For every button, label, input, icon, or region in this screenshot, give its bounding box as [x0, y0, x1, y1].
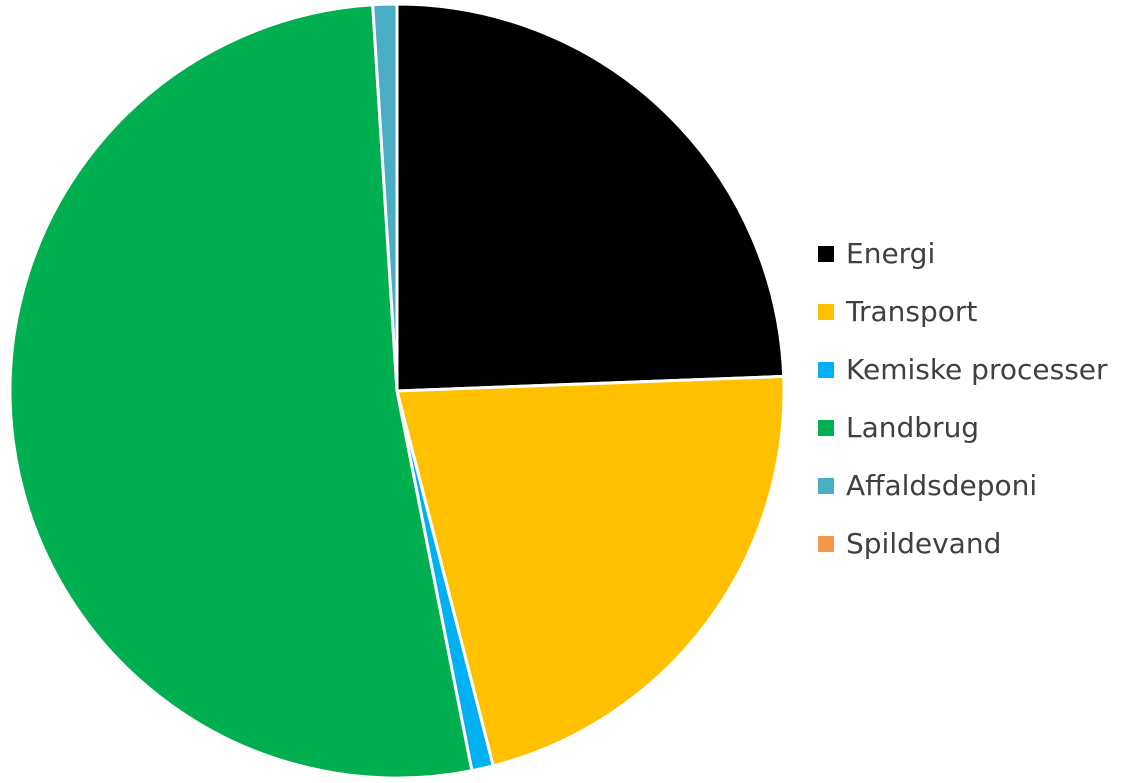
- legend-swatch-landbrug: [818, 420, 834, 436]
- legend-label-landbrug: Landbrug: [846, 411, 980, 444]
- legend-label-kemiske-processer: Kemiske processer: [846, 353, 1108, 386]
- legend-item-spildevand: Spildevand: [818, 515, 1118, 573]
- legend-item-energi: Energi: [818, 225, 1118, 283]
- pie-slice-landbrug: [8, 3, 474, 780]
- pie-slice-energi: [395, 2, 786, 393]
- pie-slice-transport: [395, 374, 786, 768]
- legend-swatch-transport: [818, 304, 834, 320]
- legend-label-spildevand: Spildevand: [846, 527, 1002, 560]
- legend-label-energi: Energi: [846, 237, 936, 270]
- legend-item-transport: Transport: [818, 283, 1118, 341]
- legend-label-affaldsdeponi: Affaldsdeponi: [846, 469, 1038, 502]
- legend-swatch-energi: [818, 246, 834, 262]
- legend-label-transport: Transport: [846, 295, 978, 328]
- legend-item-kemiske-processer: Kemiske processer: [818, 341, 1118, 399]
- pie-slice-affaldsdeponi: [371, 2, 399, 393]
- legend-swatch-kemiske-processer: [818, 362, 834, 378]
- legend-swatch-spildevand: [818, 536, 834, 552]
- legend-item-landbrug: Landbrug: [818, 399, 1118, 457]
- legend-swatch-affaldsdeponi: [818, 478, 834, 494]
- legend-item-affaldsdeponi: Affaldsdeponi: [818, 457, 1118, 515]
- legend: Energi Transport Kemiske processer Landb…: [818, 225, 1118, 573]
